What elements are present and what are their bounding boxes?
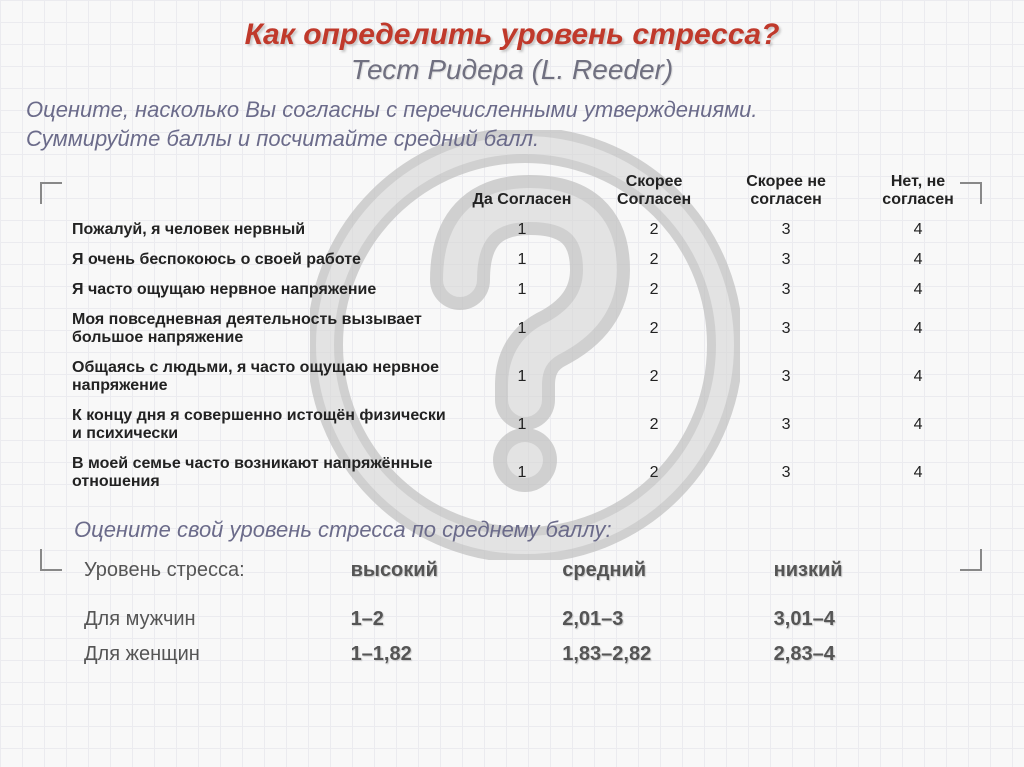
table-row: Общаясь с людьми, я часто ощущаю нервное…: [64, 353, 984, 401]
col-header: Скорее не согласен: [720, 167, 852, 215]
score-cell: 1: [456, 449, 588, 497]
score-cell: 3: [720, 449, 852, 497]
score-cell: 4: [852, 245, 984, 275]
questions-table: Да Согласен Скорее Согласен Скорее не со…: [64, 167, 984, 497]
question-text: Пожалуй, я человек нервный: [64, 215, 456, 245]
score-cell: 4: [852, 275, 984, 305]
question-text: В моей семье часто возникают напряжённые…: [64, 449, 456, 497]
page-title: Как определить уровень стресса?: [24, 18, 1000, 52]
score-cell: 2: [588, 401, 720, 449]
score-cell: 2: [588, 245, 720, 275]
level-header: высокий: [341, 553, 553, 588]
score-cell: 3: [720, 401, 852, 449]
score-cell: 3: [720, 353, 852, 401]
range-cell: 1–2: [341, 602, 553, 637]
range-cell: 1–1,82: [341, 637, 553, 672]
score-cell: 3: [720, 215, 852, 245]
gender-label: Для женщин: [74, 637, 341, 672]
score-cell: 3: [720, 275, 852, 305]
range-cell: 2,83–4: [764, 637, 974, 672]
levels-table: Уровень стресса: высокий средний низкий …: [74, 553, 974, 672]
level-header: средний: [552, 553, 763, 588]
levels-header-row: Уровень стресса: высокий средний низкий: [74, 553, 974, 588]
range-cell: 1,83–2,82: [552, 637, 763, 672]
col-header: Да Согласен: [456, 167, 588, 215]
score-cell: 1: [456, 275, 588, 305]
score-cell: 3: [720, 305, 852, 353]
question-text: Я очень беспокоюсь о своей работе: [64, 245, 456, 275]
score-cell: 4: [852, 215, 984, 245]
page-subtitle: Тест Ридера (L. Reeder): [24, 54, 1000, 86]
score-cell: 4: [852, 449, 984, 497]
table-row: В моей семье часто возникают напряжённые…: [64, 449, 984, 497]
question-text: Моя повседневная деятельность вызывает б…: [64, 305, 456, 353]
table-row: Пожалуй, я человек нервный 1 2 3 4: [64, 215, 984, 245]
eval-title: Оцените свой уровень стресса по среднему…: [74, 517, 1000, 543]
table-header-row: Да Согласен Скорее Согласен Скорее не со…: [64, 167, 984, 215]
score-cell: 4: [852, 401, 984, 449]
score-cell: 2: [588, 275, 720, 305]
table-row: Моя повседневная деятельность вызывает б…: [64, 305, 984, 353]
gender-label: Для мужчин: [74, 602, 341, 637]
score-cell: 1: [456, 305, 588, 353]
score-cell: 2: [588, 215, 720, 245]
table-row: Я очень беспокоюсь о своей работе 1 2 3 …: [64, 245, 984, 275]
score-cell: 4: [852, 353, 984, 401]
gender-row: Для женщин 1–1,82 1,83–2,82 2,83–4: [74, 637, 974, 672]
level-header: низкий: [764, 553, 974, 588]
table-row: Я часто ощущаю нервное напряжение 1 2 3 …: [64, 275, 984, 305]
question-text: Общаясь с людьми, я часто ощущаю нервное…: [64, 353, 456, 401]
levels-row-label: Уровень стресса:: [74, 553, 341, 588]
score-cell: 1: [456, 353, 588, 401]
score-cell: 1: [456, 215, 588, 245]
score-cell: 3: [720, 245, 852, 275]
question-text: Я часто ощущаю нервное напряжение: [64, 275, 456, 305]
table-row: К концу дня я совершенно истощён физичес…: [64, 401, 984, 449]
col-header: Скорее Согласен: [588, 167, 720, 215]
question-text: К концу дня я совершенно истощён физичес…: [64, 401, 456, 449]
score-cell: 4: [852, 305, 984, 353]
score-cell: 2: [588, 353, 720, 401]
score-cell: 2: [588, 449, 720, 497]
score-cell: 1: [456, 401, 588, 449]
gender-row: Для мужчин 1–2 2,01–3 3,01–4: [74, 602, 974, 637]
range-cell: 3,01–4: [764, 602, 974, 637]
score-cell: 2: [588, 305, 720, 353]
score-cell: 1: [456, 245, 588, 275]
intro-text: Оцените, насколько Вы согласны с перечис…: [26, 96, 1000, 153]
range-cell: 2,01–3: [552, 602, 763, 637]
intro-line-1: Оцените, насколько Вы согласны с перечис…: [26, 97, 758, 122]
intro-line-2: Суммируйте баллы и посчитайте средний ба…: [26, 126, 539, 151]
